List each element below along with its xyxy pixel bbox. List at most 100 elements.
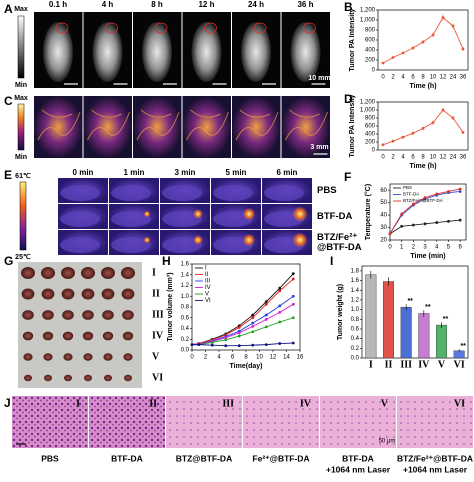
- tumor: [23, 353, 33, 361]
- plot-frame: [361, 265, 469, 359]
- y-tick-label: 600: [365, 38, 376, 44]
- label: 3 mm: [310, 144, 328, 151]
- label: F: [344, 170, 351, 184]
- hot-spot: [242, 233, 256, 247]
- y-tick-label: 1.0: [181, 294, 190, 300]
- label: BTZ/Fe²⁺@BTF-DA: [397, 453, 473, 463]
- tumor: [61, 267, 75, 279]
- x-tick-label: 10: [430, 75, 437, 81]
- x-tick-label: I: [369, 359, 373, 370]
- data-point: [210, 341, 214, 344]
- label: BTF-DA: [317, 211, 352, 222]
- tumor: [22, 310, 34, 320]
- tumor: [62, 310, 74, 320]
- data-point: [264, 325, 268, 329]
- mouse: [92, 22, 123, 82]
- vessels: [136, 109, 180, 141]
- x-tick-label: 2: [391, 155, 395, 161]
- histology-image: [89, 396, 165, 448]
- y-tick-label: 0.4: [351, 336, 360, 342]
- x-tick-label: 12: [270, 355, 277, 361]
- data-point: [401, 135, 405, 139]
- tumor-photo: [18, 262, 142, 388]
- data-point: [401, 51, 405, 55]
- x-tick-label: 2: [412, 245, 416, 251]
- data-point: [447, 190, 450, 193]
- data-point: [447, 219, 450, 223]
- tumor: [24, 374, 32, 382]
- data-point: [421, 40, 425, 44]
- significance: **: [407, 298, 413, 305]
- y-tick-label: 0.2: [351, 346, 360, 352]
- legend-label: III: [205, 279, 210, 285]
- x-tick-label: 12: [440, 75, 447, 81]
- bar: [418, 313, 430, 359]
- label: IV: [152, 330, 164, 341]
- label: G: [4, 254, 13, 268]
- tumor: [83, 353, 93, 361]
- bar: [436, 324, 448, 359]
- histology-image: [320, 396, 396, 448]
- label: Min: [15, 82, 27, 89]
- data-point: [264, 302, 268, 306]
- x-tick-label: 0: [381, 155, 385, 161]
- data-point: [210, 343, 214, 347]
- y-tick-label: 0.6: [181, 315, 190, 321]
- data-point: [458, 218, 462, 222]
- x-tick-label: 4: [401, 75, 405, 81]
- tumor: [121, 267, 135, 279]
- mouse: [162, 211, 202, 227]
- data-point: [381, 143, 385, 147]
- mouse: [241, 22, 271, 82]
- tumor: [82, 310, 94, 320]
- label: 1 min: [124, 168, 145, 177]
- label: 5 min: [226, 168, 247, 177]
- bar: [365, 274, 377, 359]
- hot-spot: [143, 236, 151, 244]
- data-point: [388, 232, 392, 236]
- data-point: [224, 338, 228, 342]
- data-point: [461, 131, 465, 134]
- y-tick-label: 30: [380, 225, 387, 231]
- tumor-roi: [253, 22, 267, 34]
- x-tick-label: 5: [447, 245, 451, 251]
- label: Max: [14, 6, 28, 13]
- y-tick-label: 1.8: [351, 268, 360, 274]
- tumor: [61, 288, 75, 300]
- mouse: [191, 22, 222, 82]
- data-point: [458, 187, 462, 191]
- tumor-roi: [154, 22, 168, 34]
- data-point: [431, 121, 435, 125]
- tumor: [122, 331, 134, 341]
- x-tick-label: 3: [423, 245, 427, 251]
- y-tick-label: 200: [365, 58, 376, 64]
- data-point: [224, 344, 228, 348]
- tumor-roi: [105, 22, 118, 34]
- label: III: [222, 398, 234, 409]
- tumor: [81, 288, 95, 300]
- tumor: [62, 331, 74, 341]
- tumor: [84, 374, 92, 382]
- label: 24 h: [248, 0, 264, 9]
- data-point: [251, 321, 255, 325]
- data-point: [264, 343, 268, 347]
- colorbar: [17, 15, 25, 79]
- data-point: [451, 116, 455, 120]
- data-point: [421, 126, 425, 130]
- tumor: [82, 331, 94, 341]
- x-tick-label: 36: [460, 155, 467, 161]
- tumor-roi: [204, 22, 217, 34]
- y-tick-label: 1.2: [181, 283, 190, 289]
- y-axis-label: Temperature (°C): [364, 184, 372, 240]
- y-tick-label: 20: [380, 238, 387, 244]
- label: 0.1 h: [49, 0, 67, 9]
- y-tick-label: 0.8: [351, 317, 360, 323]
- tumor: [102, 331, 114, 341]
- data-point: [278, 304, 282, 308]
- x-tick-label: 4: [435, 245, 439, 251]
- y-tick-label: 1,000: [360, 18, 376, 24]
- histology-image: [397, 396, 473, 448]
- x-tick-label: IV: [418, 359, 430, 370]
- data-point: [291, 294, 295, 298]
- x-tick-label: 12: [440, 155, 447, 161]
